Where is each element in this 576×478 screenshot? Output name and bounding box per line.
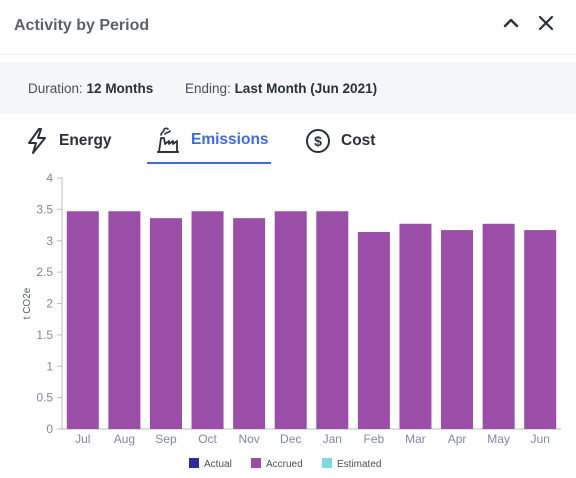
bar-oct (191, 211, 224, 429)
x-tick-label: Oct (198, 432, 217, 446)
x-tick-label: Jul (75, 432, 90, 446)
close-button[interactable] (532, 9, 560, 37)
bar-mar (399, 223, 432, 429)
legend-label-estimated: Estimated (337, 459, 381, 470)
bar-sep (149, 218, 182, 429)
tab-cost-label: Cost (341, 132, 376, 149)
close-icon (538, 15, 554, 31)
duration-label: Duration: (28, 81, 83, 96)
duration-filter[interactable]: Duration: 12 Months (28, 81, 153, 96)
y-tick-label: 0.5 (36, 391, 53, 405)
factory-icon (155, 126, 181, 154)
y-tick-label: 4 (46, 171, 53, 185)
y-tick-label: 3.5 (36, 202, 53, 216)
legend-label-accrued: Accrued (266, 459, 303, 470)
dollar-coin-icon: $ (305, 128, 331, 154)
x-tick-label: Jan (323, 432, 342, 446)
metric-tabs: Energy Emissions $ Cost (0, 118, 576, 166)
chevron-up-icon (503, 18, 519, 28)
y-tick-label: 1 (46, 359, 53, 373)
duration-value: 12 Months (86, 81, 154, 96)
svg-text:$: $ (314, 133, 322, 149)
bar-aug (108, 211, 141, 429)
y-axis-label: t CO2e (22, 287, 33, 319)
x-tick-label: Apr (448, 432, 467, 446)
tab-energy-label: Energy (59, 132, 112, 149)
tab-energy[interactable]: Energy (25, 118, 112, 164)
bar-may (482, 223, 515, 429)
panel-title: Activity by Period (14, 17, 150, 34)
x-tick-label: Mar (405, 432, 426, 446)
lightning-icon (25, 127, 49, 155)
x-tick-label: Sep (155, 432, 177, 446)
bar-apr (441, 230, 474, 429)
y-tick-label: 0 (46, 422, 53, 436)
y-tick-label: 1.5 (36, 328, 53, 342)
x-tick-label: Jun (531, 432, 550, 446)
legend-swatch-accrued (251, 458, 261, 468)
collapse-button[interactable] (497, 9, 525, 37)
tab-emissions[interactable]: Emissions (147, 118, 271, 164)
y-tick-label: 2.5 (36, 265, 53, 279)
ending-filter[interactable]: Ending: Last Month (Jun 2021) (185, 81, 377, 96)
tab-cost[interactable]: $ Cost (305, 118, 375, 164)
x-tick-label: May (487, 432, 510, 446)
emissions-chart: 0 0.5 1 1.5 2 2.5 3 3.5 4 t CO2e Jul Aug Sep Oct Nov De… (22, 171, 561, 470)
bar-feb (357, 231, 390, 429)
filter-bar: Duration: 12 Months Ending: Last Month (… (0, 62, 576, 114)
x-tick-label: Dec (280, 432, 301, 446)
ending-label: Ending: (185, 81, 231, 96)
ending-value: Last Month (Jun 2021) (234, 81, 378, 96)
bar-nov (233, 218, 266, 429)
panel-header: Activity by Period (0, 0, 576, 55)
x-tick-label: Nov (238, 432, 259, 446)
bar-jan (316, 211, 349, 429)
y-tick-label: 3 (46, 234, 53, 248)
x-tick-label: Aug (114, 432, 135, 446)
x-tick-label: Feb (364, 432, 385, 446)
tab-emissions-label: Emissions (191, 131, 269, 148)
legend-swatch-estimated (322, 458, 332, 468)
bar-jun (524, 230, 557, 429)
y-tick-label: 2 (46, 297, 53, 311)
bar-jul (66, 211, 99, 429)
legend-swatch-actual (189, 458, 199, 468)
legend-label-actual: Actual (204, 459, 232, 470)
bar-dec (274, 211, 307, 429)
